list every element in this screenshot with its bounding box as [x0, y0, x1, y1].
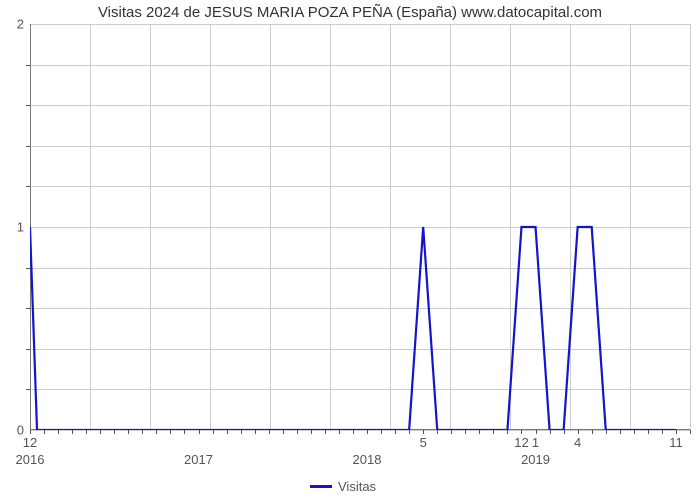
x-minor-tick [395, 430, 396, 434]
x-minor-tick [606, 430, 607, 434]
x-minor-tick [676, 430, 677, 434]
x-minor-tick [437, 430, 438, 434]
x-minor-tick [170, 430, 171, 434]
x-minor-tick [156, 430, 157, 434]
x-month-label: 12 [23, 435, 37, 450]
x-minor-tick [241, 430, 242, 434]
x-minor-tick [255, 430, 256, 434]
x-minor-tick [283, 430, 284, 434]
x-year-label: 2019 [521, 452, 550, 467]
x-minor-tick [86, 430, 87, 434]
x-minor-tick [339, 430, 340, 434]
x-year-label: 2016 [16, 452, 45, 467]
x-minor-tick [493, 430, 494, 434]
x-minor-tick [269, 430, 270, 434]
x-minor-tick [128, 430, 129, 434]
y-tick-label: 2 [17, 17, 24, 32]
x-minor-tick [311, 430, 312, 434]
x-minor-tick [465, 430, 466, 434]
x-minor-tick [409, 430, 410, 434]
x-month-label: 11 [669, 435, 683, 450]
x-minor-tick [620, 430, 621, 434]
chart-container: { "chart": { "type": "line", "title": "V… [0, 0, 700, 500]
x-month-label: 12 [514, 435, 528, 450]
x-minor-tick [578, 430, 579, 434]
x-minor-tick [662, 430, 663, 434]
x-month-label: 1 [532, 435, 539, 450]
x-minor-tick [479, 430, 480, 434]
x-minor-tick [100, 430, 101, 434]
legend-label: Visitas [338, 479, 376, 494]
x-minor-tick [381, 430, 382, 434]
x-minor-tick [634, 430, 635, 434]
x-minor-tick [213, 430, 214, 434]
x-minor-tick [550, 430, 551, 434]
x-minor-tick [227, 430, 228, 434]
x-minor-tick [564, 430, 565, 434]
legend-swatch [310, 485, 332, 488]
x-minor-tick [58, 430, 59, 434]
x-minor-tick [199, 430, 200, 434]
legend: Visitas [310, 479, 376, 494]
x-minor-tick [72, 430, 73, 434]
x-month-label: 5 [420, 435, 427, 450]
x-year-label: 2018 [353, 452, 382, 467]
x-minor-tick [451, 430, 452, 434]
gridline-v [690, 24, 691, 430]
x-minor-tick [184, 430, 185, 434]
x-minor-tick [353, 430, 354, 434]
x-minor-tick [297, 430, 298, 434]
x-year-label: 2017 [184, 452, 213, 467]
x-minor-tick [592, 430, 593, 434]
x-minor-tick [367, 430, 368, 434]
x-minor-tick [114, 430, 115, 434]
x-minor-tick [690, 430, 691, 434]
chart-title: Visitas 2024 de JESUS MARIA POZA PEÑA (E… [0, 4, 700, 21]
x-minor-tick [521, 430, 522, 434]
x-month-label: 4 [574, 435, 581, 450]
x-minor-tick [325, 430, 326, 434]
x-minor-tick [30, 430, 31, 434]
plot-area: 0121251214112016201720182019 [30, 24, 690, 430]
x-minor-tick [142, 430, 143, 434]
x-minor-tick [423, 430, 424, 434]
x-minor-tick [648, 430, 649, 434]
x-minor-tick [44, 430, 45, 434]
x-minor-tick [507, 430, 508, 434]
x-minor-tick [536, 430, 537, 434]
y-tick-label: 1 [17, 220, 24, 235]
series-line [30, 24, 690, 430]
